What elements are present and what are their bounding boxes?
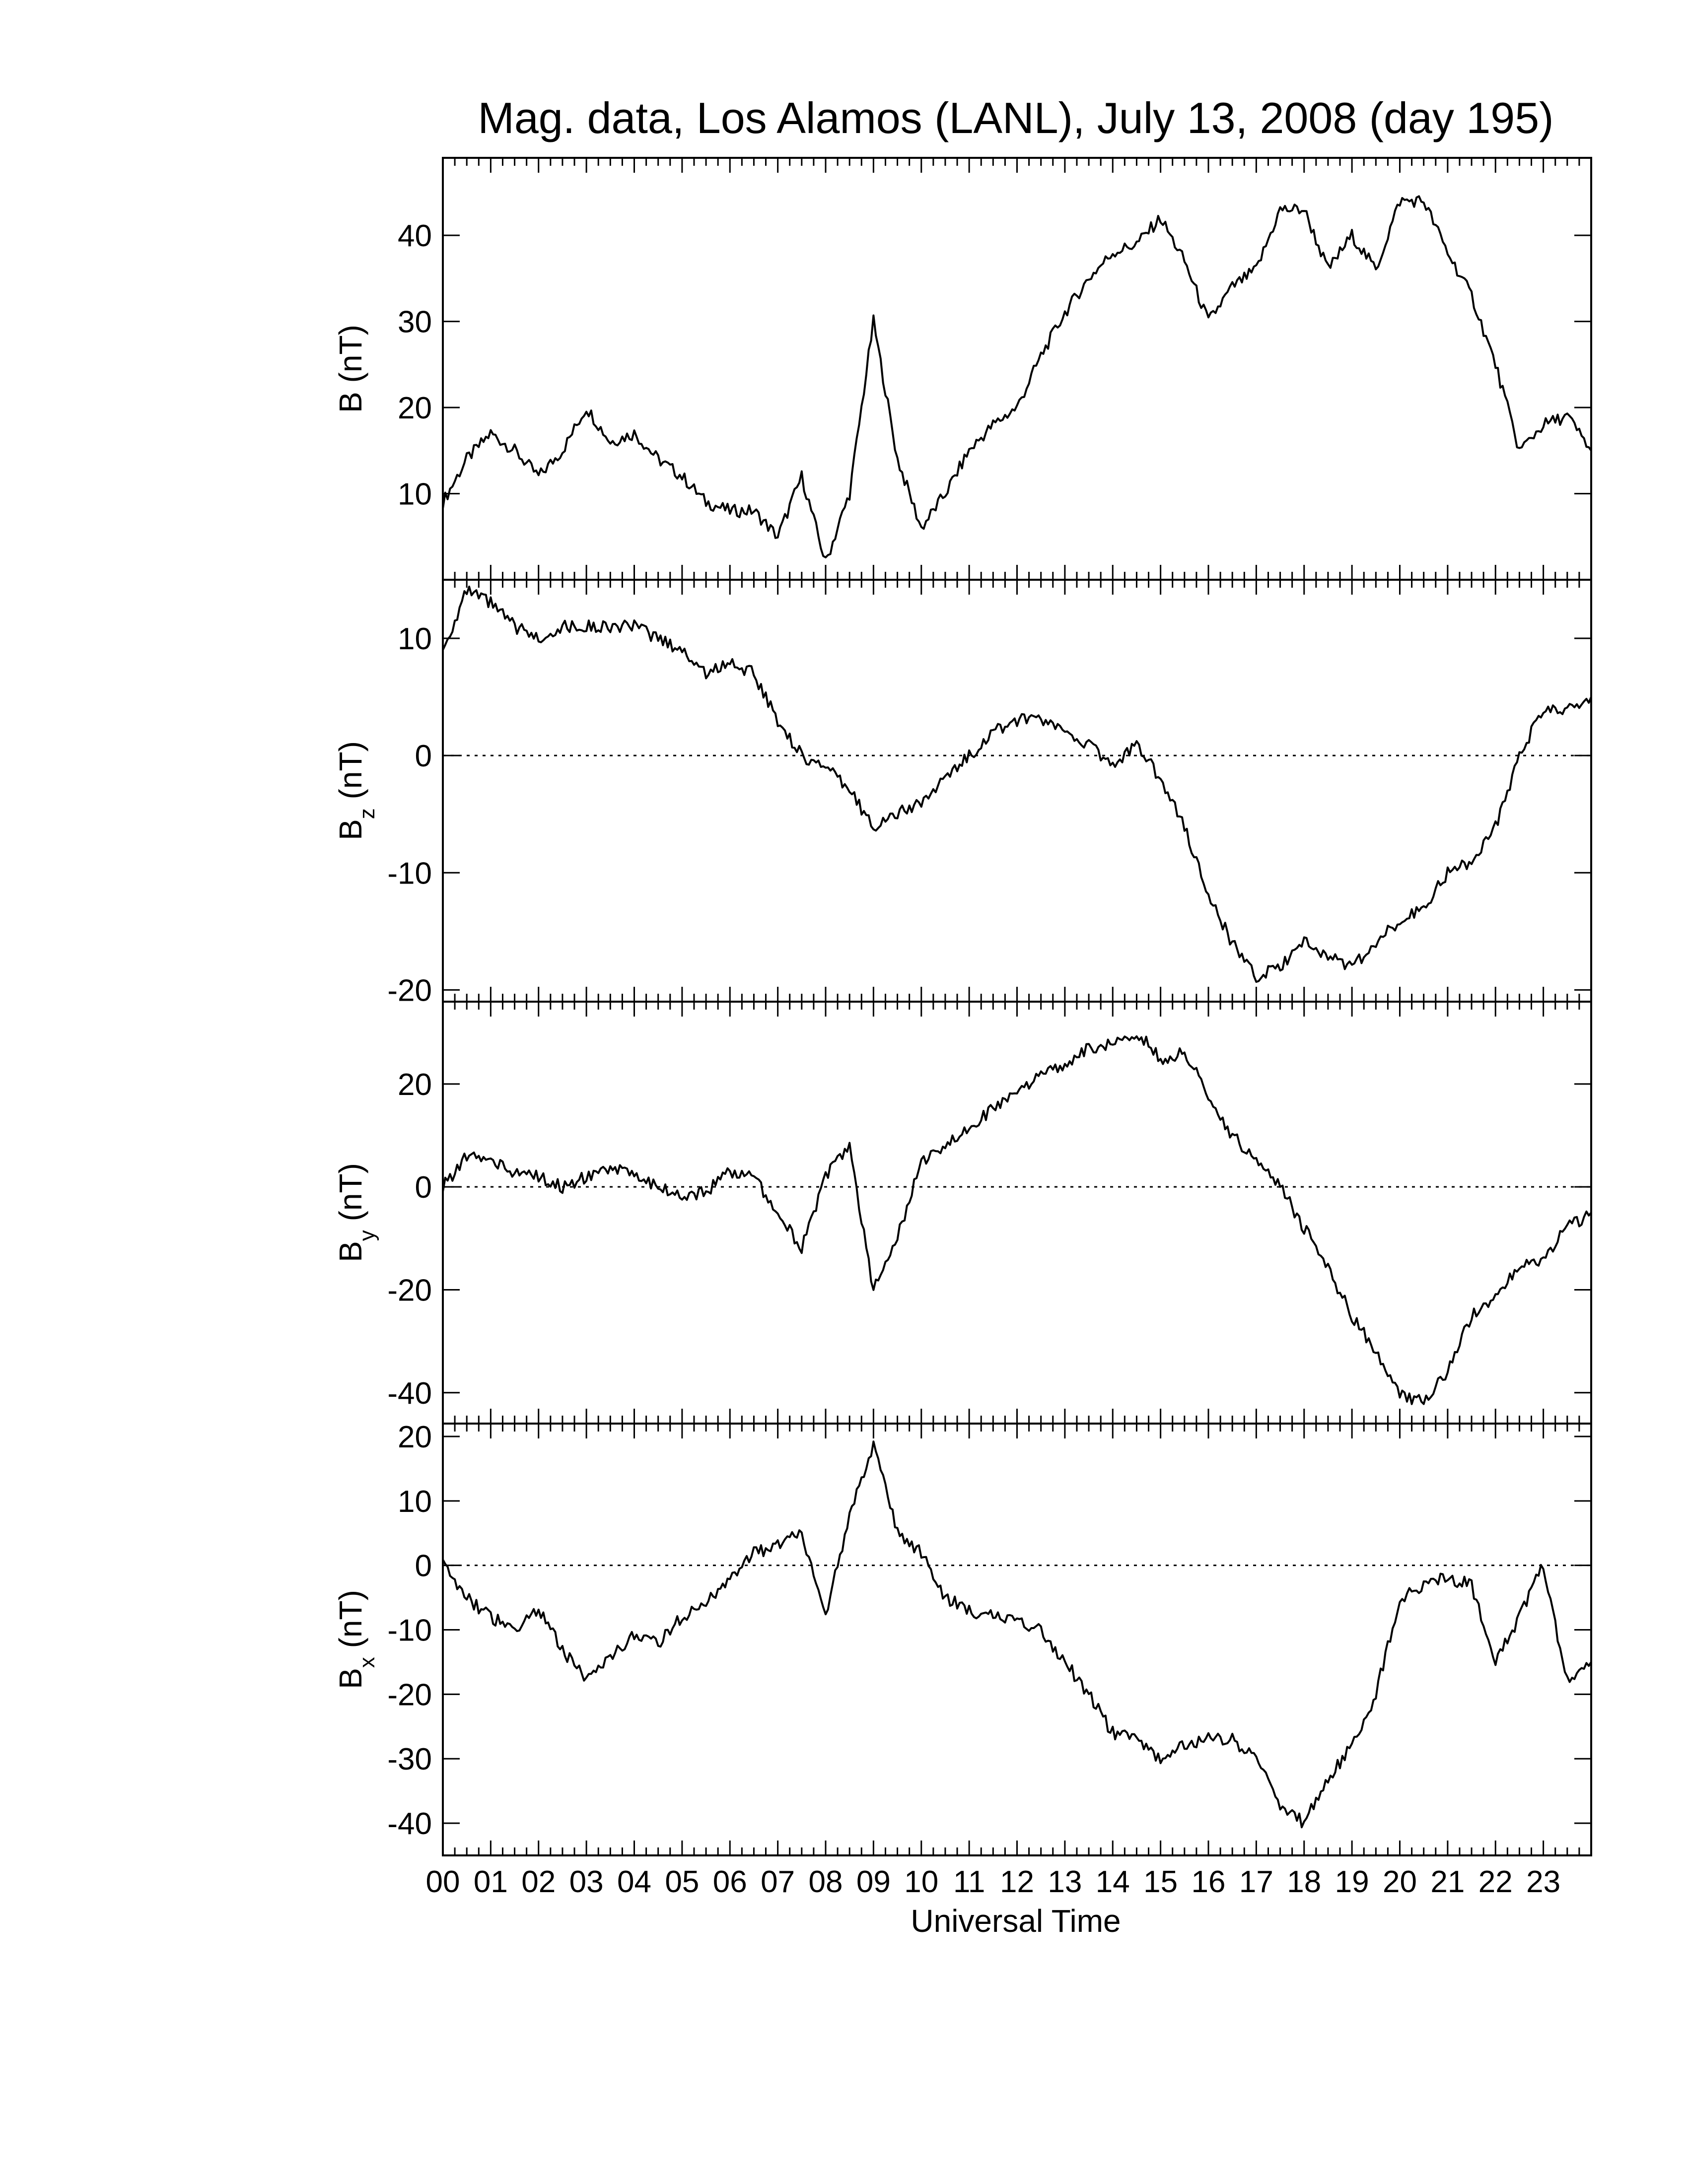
y-tick-label: -10 <box>387 1614 432 1648</box>
y-tick-label: 0 <box>415 739 432 773</box>
series-line-Bx <box>442 1440 1592 1829</box>
y-tick-label: 10 <box>398 1485 432 1519</box>
x-tick-label: 16 <box>1192 1865 1226 1899</box>
y-axis-label: By (nT) <box>333 1163 379 1262</box>
x-tick-label: 20 <box>1383 1865 1417 1899</box>
y-axis-label-unit: (nT) <box>333 1163 368 1230</box>
x-tick-label: 07 <box>761 1865 795 1899</box>
series-line-Bz <box>442 585 1592 983</box>
x-tick-label: 23 <box>1526 1865 1560 1899</box>
x-tick-label: 13 <box>1048 1865 1082 1899</box>
y-tick-label: -40 <box>387 1376 432 1411</box>
x-tick-label: 03 <box>569 1865 604 1899</box>
panel-frame <box>442 1423 1592 1856</box>
series-line-B <box>442 195 1592 558</box>
y-axis-label-unit: (nT) <box>333 1590 368 1657</box>
chart-title: Mag. data, Los Alamos (LANL), July 13, 2… <box>478 93 1554 142</box>
x-tick-label: 14 <box>1096 1865 1130 1899</box>
panel-Bz: -20 -10 0 10 Bz (nT) <box>333 579 1592 1008</box>
y-axis-label-main: B <box>333 1241 368 1262</box>
y-tick-label: -20 <box>387 973 432 1008</box>
y-tick-label: -20 <box>387 1678 432 1712</box>
y-tick-label: 20 <box>398 1420 432 1454</box>
y-tick-label: -30 <box>387 1742 432 1776</box>
y-axis-label-main: B <box>333 819 368 840</box>
panel-By: -40 -20 0 20 By (nT) <box>333 1001 1592 1425</box>
x-tick-label: 15 <box>1143 1865 1178 1899</box>
x-tick-label: 05 <box>665 1865 699 1899</box>
x-tick-label: 04 <box>617 1865 651 1899</box>
x-tick-label: 11 <box>953 1865 985 1899</box>
y-axis-label: Bx (nT) <box>333 1590 379 1689</box>
panel-frame <box>442 579 1592 1003</box>
y-tick-label: 10 <box>398 622 432 656</box>
plot-panels: 10 20 30 40 B (nT) -20 -10 0 10 Bz (nT) -40 -20 0 20 B… <box>333 157 1592 1856</box>
x-tick-label: 10 <box>904 1865 938 1899</box>
y-axis-label: Bz (nT) <box>333 741 379 840</box>
x-tick-label: 09 <box>856 1865 891 1899</box>
y-tick-label: 40 <box>398 219 432 253</box>
y-axis-label-sub: x <box>355 1657 379 1668</box>
y-axis-label-sub: y <box>355 1230 379 1241</box>
y-tick-label: -10 <box>387 856 432 890</box>
x-tick-label: 01 <box>474 1865 508 1899</box>
x-tick-label: 17 <box>1239 1865 1273 1899</box>
y-axis-label-sub: z <box>355 808 379 819</box>
y-axis-label-main: B <box>333 1668 368 1689</box>
y-tick-label: 10 <box>398 478 432 512</box>
y-axis-label-unit: (nT) <box>333 741 368 808</box>
y-tick-label: 0 <box>415 1549 432 1583</box>
x-tick-label: 12 <box>1000 1865 1034 1899</box>
y-tick-label: 20 <box>398 391 432 425</box>
y-tick-label: 0 <box>415 1170 432 1205</box>
x-tick-label: 18 <box>1287 1865 1321 1899</box>
panel-frame <box>442 157 1592 581</box>
x-tick-label: 08 <box>809 1865 843 1899</box>
panel-frame <box>442 1001 1592 1425</box>
x-tick-label: 22 <box>1478 1865 1513 1899</box>
y-tick-label: 20 <box>398 1068 432 1102</box>
y-tick-label: -20 <box>387 1273 432 1307</box>
x-tick-label: 19 <box>1335 1865 1369 1899</box>
x-tick-label: 21 <box>1430 1865 1465 1899</box>
x-axis-label: Universal Time <box>911 1903 1121 1939</box>
panel-Bx: -40 -30 -20 -10 0 10 20 Bx (nT) <box>333 1420 1592 1856</box>
y-tick-label: -40 <box>387 1807 432 1841</box>
y-tick-label: 30 <box>398 305 432 340</box>
x-axis: 00 01 02 03 04 05 06 07 08 09 10 11 12 13 14 15 16 17 18 19… <box>426 1865 1561 1899</box>
x-tick-label: 06 <box>713 1865 747 1899</box>
x-tick-label: 00 <box>426 1865 460 1899</box>
x-tick-label: 02 <box>521 1865 556 1899</box>
series-line-By <box>442 1035 1592 1405</box>
panel-B: 10 20 30 40 B (nT) <box>333 157 1592 581</box>
y-axis-label: B (nT) <box>333 325 368 413</box>
